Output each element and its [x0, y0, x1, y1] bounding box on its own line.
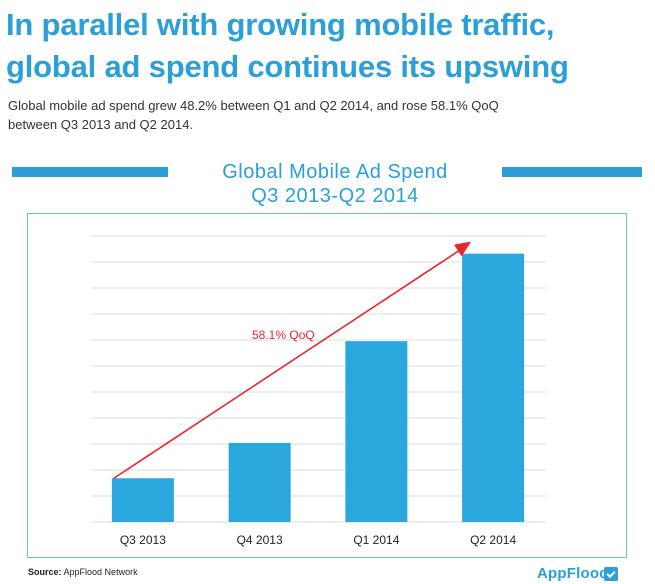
- title-rule-right: [502, 167, 642, 177]
- bar-q4-2013: [228, 442, 291, 522]
- x-tick-label: Q3 2013: [120, 533, 166, 547]
- title-rule-left: [12, 167, 168, 177]
- x-tick-label: Q1 2014: [353, 533, 399, 547]
- growth-arrow-head: [453, 241, 472, 257]
- source-text: AppFlood Network: [63, 567, 138, 577]
- bar-q2-2014: [462, 253, 525, 522]
- chart-subtitle: Q3 2013-Q2 2014: [251, 185, 419, 207]
- headline-line-2: global ad spend continues its upswing: [6, 49, 569, 84]
- chart-title-block: Global Mobile Ad Spend Q3 2013-Q2 2014: [168, 160, 502, 208]
- headline-line-1: In parallel with growing mobile traffic,: [6, 7, 555, 42]
- chart-frame: Q3 2013 Q4 2013 Q1 2014 Q2 2014 58.1% QoQ: [27, 213, 627, 558]
- chart-title: Global Mobile Ad Spend: [222, 161, 448, 183]
- bar-chart: Q3 2013 Q4 2013 Q1 2014 Q2 2014 58.1% QoQ: [91, 235, 546, 547]
- growth-annotation: 58.1% QoQ: [252, 328, 315, 342]
- source-label: Source:: [28, 567, 62, 577]
- subheadline-line-2: between Q3 2013 and Q2 2014.: [8, 117, 194, 132]
- headline: In parallel with growing mobile traffic,…: [6, 4, 651, 88]
- x-tick-label: Q2 2014: [470, 533, 516, 547]
- x-tick-label: Q4 2013: [237, 533, 283, 547]
- brand-name: AppFlood: [537, 565, 609, 582]
- source-note: Source: AppFlood Network: [28, 567, 138, 577]
- bar-q3-2013: [111, 478, 174, 522]
- subheadline-line-1: Global mobile ad spend grew 48.2% betwee…: [8, 98, 499, 113]
- appflood-logo-icon: [604, 567, 618, 581]
- subheadline: Global mobile ad spend grew 48.2% betwee…: [8, 96, 648, 134]
- bar-q1-2014: [345, 341, 408, 522]
- growth-arrow-line: [113, 245, 466, 479]
